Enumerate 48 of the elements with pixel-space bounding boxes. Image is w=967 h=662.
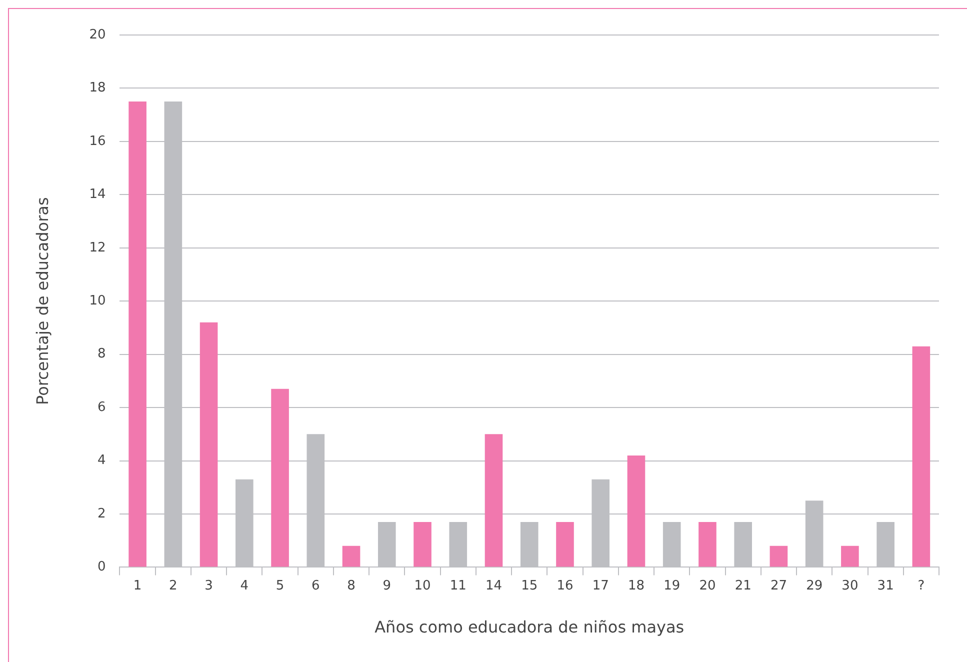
x-tick-label: 6	[312, 578, 320, 594]
y-tick-label: 18	[89, 80, 106, 96]
x-tick-label: 20	[699, 578, 716, 594]
x-tick-label: 30	[842, 578, 858, 594]
x-tick-label: ?	[918, 578, 925, 594]
bar	[698, 522, 716, 567]
x-tick-label: 4	[240, 578, 249, 594]
y-tick-label: 10	[89, 293, 106, 308]
y-tick-label: 2	[97, 506, 106, 522]
bar	[556, 522, 574, 567]
x-tick-label: 15	[521, 578, 538, 594]
x-tick-label: 9	[382, 578, 392, 594]
x-tick-label: 27	[770, 578, 787, 594]
x-tick-label: 19	[664, 578, 680, 594]
x-tick-label: 3	[204, 578, 213, 594]
x-tick-label: 17	[592, 578, 609, 594]
bar	[414, 522, 432, 567]
x-tick-label: 8	[347, 578, 356, 594]
x-tick-label: 16	[556, 578, 574, 594]
bar	[912, 346, 930, 567]
y-tick-label: 14	[89, 187, 106, 202]
x-tick-label: 11	[450, 578, 466, 594]
bar	[770, 546, 788, 567]
bar	[271, 388, 289, 567]
bar	[484, 434, 503, 567]
bar	[627, 455, 646, 567]
x-tick-label: 31	[877, 578, 894, 594]
y-tick-label: 0	[97, 560, 106, 575]
x-tick-label: 10	[414, 578, 431, 594]
y-tick-label: 6	[97, 400, 106, 415]
y-tick-label: 4	[97, 453, 106, 468]
y-tick-label: 8	[97, 346, 106, 362]
bar	[200, 322, 218, 567]
bar	[841, 546, 859, 567]
y-tick-label: 20	[89, 27, 106, 42]
x-tick-label: 14	[485, 578, 502, 594]
x-tick-label: 2	[169, 578, 178, 594]
bar	[342, 546, 360, 567]
y-tick-label: 12	[89, 240, 106, 256]
x-tick-label: 29	[806, 578, 823, 594]
y-axis-title: Porcentaje de educadoras	[32, 197, 52, 406]
x-tick-label: 5	[276, 578, 284, 594]
x-tick-label: 18	[628, 578, 645, 594]
x-tick-label: 1	[133, 578, 142, 594]
x-axis-title: Años como educadora de niños mayas	[374, 618, 684, 637]
y-tick-label: 16	[89, 134, 106, 149]
x-tick-label: 21	[734, 578, 752, 594]
bar	[128, 102, 146, 567]
